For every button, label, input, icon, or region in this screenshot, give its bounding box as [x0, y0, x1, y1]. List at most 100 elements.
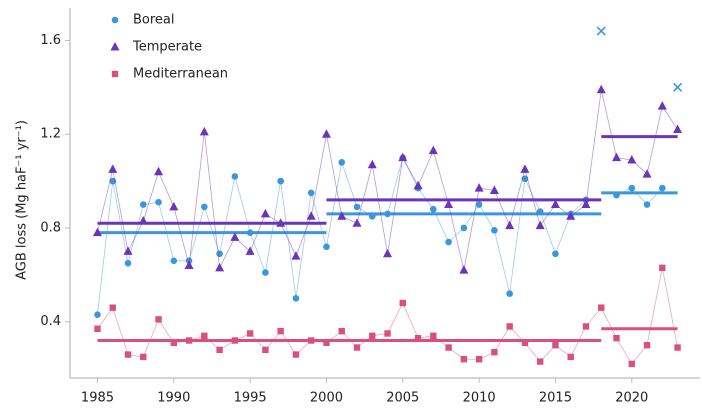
- data-point: [246, 330, 254, 337]
- data-point: [94, 325, 101, 332]
- x-tick-label: 2015: [539, 391, 572, 406]
- legend-label: Boreal: [133, 13, 175, 28]
- data-point: [444, 199, 454, 209]
- data-point: [337, 211, 347, 220]
- data-point: [659, 184, 666, 192]
- data-point: [216, 346, 223, 354]
- data-point: [596, 84, 606, 94]
- x-tick-label: 2010: [463, 391, 496, 406]
- data-point: [505, 220, 515, 230]
- data-point: [353, 344, 361, 351]
- data-point: [428, 145, 438, 155]
- legend-marker: [110, 42, 120, 51]
- data-point: [506, 323, 513, 330]
- data-point: [154, 166, 164, 176]
- data-point: [369, 332, 376, 340]
- data-point: [123, 246, 133, 255]
- data-point: [215, 262, 225, 272]
- data-point: [306, 211, 316, 220]
- data-point: [413, 180, 423, 190]
- data-point: [277, 177, 284, 185]
- data-point: [323, 339, 330, 347]
- data-point: [460, 356, 468, 363]
- outlier-point: [673, 82, 683, 92]
- data-point: [474, 183, 484, 192]
- data-point: [170, 339, 178, 347]
- data-point: [399, 299, 406, 307]
- x-tick-label: 2005: [386, 391, 419, 406]
- data-point: [627, 155, 637, 164]
- data-point: [199, 126, 209, 136]
- data-point: [598, 304, 605, 311]
- data-point: [536, 358, 544, 365]
- data-point: [124, 259, 132, 267]
- data-point: [353, 203, 361, 211]
- x-tick-label: 1990: [157, 391, 190, 406]
- data-point: [628, 360, 635, 368]
- data-point: [659, 264, 666, 272]
- x-tick-label: 2000: [310, 391, 343, 406]
- data-point: [489, 185, 499, 194]
- data-point: [260, 208, 270, 218]
- data-point: [445, 344, 452, 351]
- data-point: [155, 316, 162, 323]
- data-point: [230, 232, 240, 241]
- y-axis-label: AGB loss (Mg haF⁻¹ yr⁻¹): [15, 120, 30, 280]
- data-point: [155, 198, 162, 206]
- data-point: [94, 311, 101, 319]
- data-point: [292, 351, 300, 358]
- data-point: [367, 159, 377, 169]
- data-point: [323, 243, 330, 251]
- legend-label: Temperate: [132, 40, 202, 55]
- data-point: [520, 164, 530, 173]
- data-point: [321, 129, 331, 138]
- y-tick-label: 0.8: [40, 220, 61, 235]
- data-point: [216, 250, 223, 258]
- data-point: [109, 304, 116, 311]
- data-point: [582, 323, 590, 330]
- data-point: [383, 248, 393, 258]
- data-point: [398, 152, 408, 162]
- data-point: [491, 227, 498, 234]
- data-point: [613, 334, 620, 342]
- data-point: [521, 339, 529, 347]
- data-point: [170, 257, 178, 265]
- data-point: [459, 265, 469, 274]
- data-point: [567, 353, 574, 361]
- data-point: [674, 344, 681, 351]
- x-tick-label: 2020: [615, 391, 648, 406]
- data-point: [291, 251, 301, 260]
- data-point: [643, 341, 651, 349]
- data-point: [491, 349, 498, 356]
- data-point: [140, 353, 147, 361]
- legend-marker: [111, 70, 119, 78]
- data-point: [552, 341, 559, 349]
- data-point: [307, 189, 315, 197]
- data-point: [352, 218, 362, 227]
- x-tick-label: 1985: [81, 391, 114, 406]
- data-point: [92, 227, 102, 237]
- data-point: [262, 269, 269, 276]
- data-point: [535, 220, 545, 230]
- legend-label: Mediterranean: [133, 67, 228, 82]
- data-point: [231, 173, 239, 180]
- data-point: [139, 201, 147, 208]
- data-point: [673, 124, 683, 134]
- data-point: [552, 250, 559, 258]
- data-point: [414, 334, 422, 342]
- data-point: [108, 164, 118, 173]
- data-point: [550, 199, 560, 209]
- x-tick-label: 1995: [234, 391, 267, 406]
- data-point: [292, 295, 300, 302]
- data-point: [338, 159, 346, 166]
- data-point: [201, 203, 208, 211]
- series-line: [97, 267, 678, 365]
- data-point: [338, 327, 345, 335]
- data-point: [460, 224, 468, 232]
- y-tick-label: 1.2: [40, 127, 61, 142]
- data-point: [581, 199, 591, 209]
- data-point: [262, 346, 269, 354]
- data-point: [657, 101, 667, 110]
- data-point: [430, 205, 437, 213]
